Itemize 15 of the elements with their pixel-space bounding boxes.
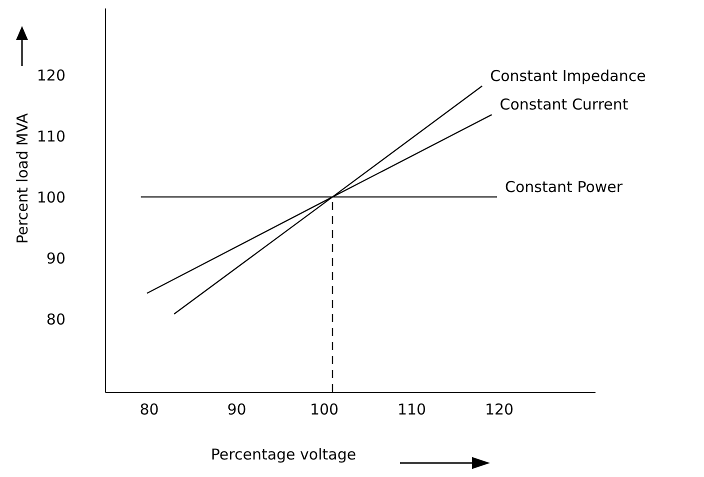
y-tick-label: 80 [46,310,66,328]
x-tick-label: 80 [140,400,159,418]
x-tick-label: 100 [310,400,339,418]
y-tick-label: 120 [36,66,66,85]
y-axis-title: Percent load MVA [14,112,32,244]
y-tick-label: 110 [36,128,66,146]
y-tick-label: 90 [46,249,66,268]
series-label: Constant Impedance [490,67,646,86]
x-tick-label: 120 [484,400,514,418]
series-label: Constant Power [505,178,624,196]
x-tick-label: 110 [397,400,426,418]
x-tick-label: 90 [227,400,246,418]
y-tick-label: 100 [36,188,66,206]
series-label: Constant Current [500,96,628,114]
x-axis-title: Percentage voltage [210,446,356,464]
